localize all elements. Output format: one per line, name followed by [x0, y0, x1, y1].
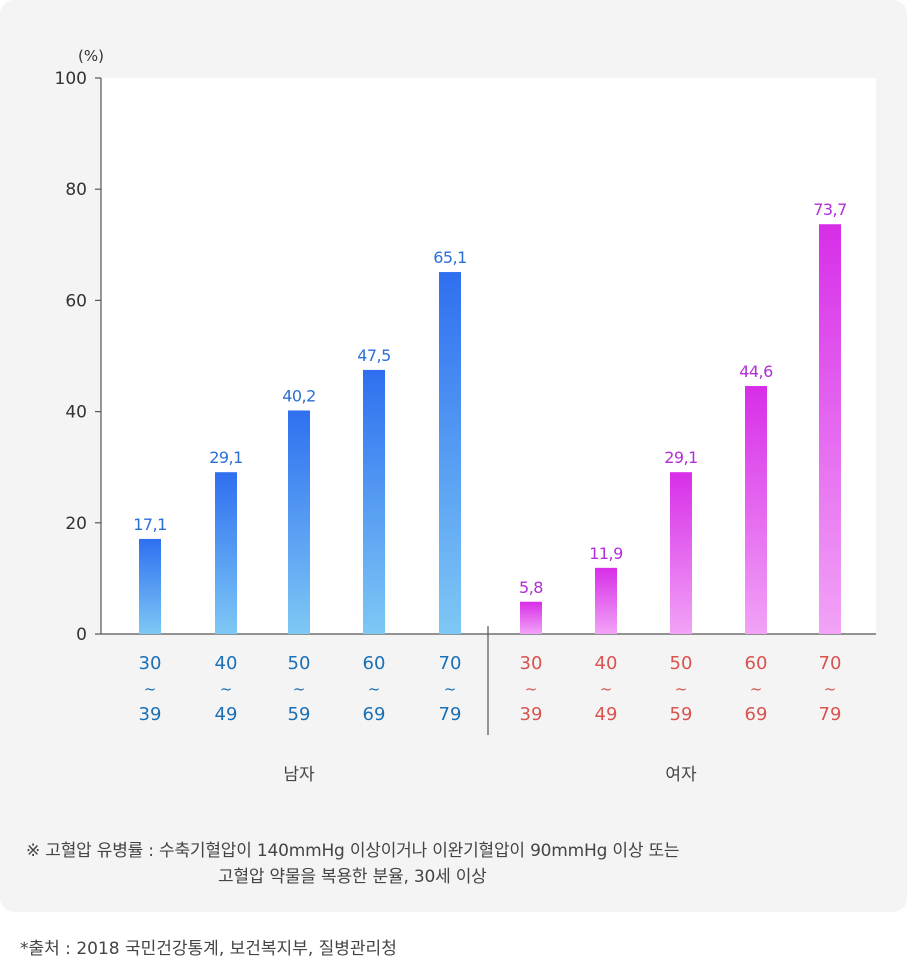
y-tick-label: 20	[65, 514, 87, 534]
x-tick-label-sep: ~	[600, 680, 613, 698]
x-tick-label-bottom: 79	[819, 704, 842, 725]
bar-value-label: 5,8	[519, 578, 543, 597]
x-tick-label-sep: ~	[368, 680, 381, 698]
y-tick-label: 80	[65, 180, 87, 200]
bar-value-label: 47,5	[357, 346, 391, 365]
definition-note-cont: 고혈압 약물을 복용한 분율, 30세 이상	[218, 867, 487, 887]
x-tick-label-sep: ~	[525, 680, 538, 698]
bar-female-30	[520, 601, 542, 634]
x-tick-label-top: 70	[439, 653, 462, 674]
group-label: 남자	[283, 765, 315, 785]
x-tick-label-bottom: 49	[215, 704, 238, 725]
bar-value-label: 29,1	[664, 448, 698, 467]
bar-female-50	[670, 472, 692, 634]
x-tick-label-sep: ~	[444, 680, 457, 698]
x-tick-label-top: 50	[288, 653, 311, 674]
bar-value-label: 17,1	[133, 515, 167, 534]
x-tick-label-top: 60	[363, 653, 386, 674]
group-label: 여자	[665, 765, 697, 785]
bar-value-label: 44,6	[739, 362, 773, 381]
bar-female-40	[595, 567, 617, 634]
x-tick-label-top: 50	[670, 653, 693, 674]
x-tick-label-sep: ~	[220, 680, 233, 698]
x-tick-label-bottom: 59	[288, 704, 311, 725]
x-tick-label-bottom: 39	[139, 704, 162, 725]
bar-value-label: 11,9	[589, 544, 623, 563]
x-tick-label-sep: ~	[675, 680, 688, 698]
x-tick-label-sep: ~	[750, 680, 763, 698]
x-tick-label-top: 60	[745, 653, 768, 674]
x-tick-label-bottom: 59	[670, 704, 693, 725]
x-tick-label-top: 40	[215, 653, 238, 674]
bar-male-40	[215, 472, 237, 634]
bar-value-label: 73,7	[813, 200, 847, 219]
x-tick-label-top: 30	[520, 653, 543, 674]
y-tick-label: 100	[55, 69, 87, 89]
definition-note: ※ 고혈압 유병률 : 수축기혈압이 140mmHg 이상이거나 이완기혈압이 …	[26, 841, 680, 861]
bar-value-label: 29,1	[209, 448, 243, 467]
x-tick-label-top: 30	[139, 653, 162, 674]
x-tick-label-top: 40	[595, 653, 618, 674]
y-tick-label: 40	[65, 403, 87, 423]
bar-male-50	[288, 410, 310, 634]
bar-female-70	[819, 224, 841, 634]
x-tick-label-top: 70	[819, 653, 842, 674]
bar-value-label: 65,1	[433, 248, 467, 267]
bar-chart: 0 20 40 60 80 100 (%) 17,1 30 ~39 29,1 40 ~49 40,2 50…	[55, 47, 876, 785]
x-tick-label-bottom: 39	[520, 704, 543, 725]
bar-female-60	[745, 386, 767, 634]
x-tick-label-sep: ~	[144, 680, 157, 698]
bar-male-70	[439, 272, 461, 634]
x-tick-label-bottom: 69	[363, 704, 386, 725]
y-tick-label: 0	[76, 625, 87, 645]
x-tick-label-bottom: 49	[595, 704, 618, 725]
y-tick-label: 60	[65, 291, 87, 311]
x-tick-label-sep: ~	[293, 680, 306, 698]
bar-male-30	[139, 538, 161, 634]
x-tick-label-bottom: 69	[745, 704, 768, 725]
bar-value-label: 40,2	[282, 386, 316, 405]
x-tick-label-bottom: 79	[439, 704, 462, 725]
y-unit-label: (%)	[78, 47, 104, 65]
bar-male-60	[363, 369, 385, 634]
x-tick-label-sep: ~	[824, 680, 837, 698]
source-note: *출처 : 2018 국민건강통계, 보건복지부, 질병관리청	[20, 939, 397, 959]
